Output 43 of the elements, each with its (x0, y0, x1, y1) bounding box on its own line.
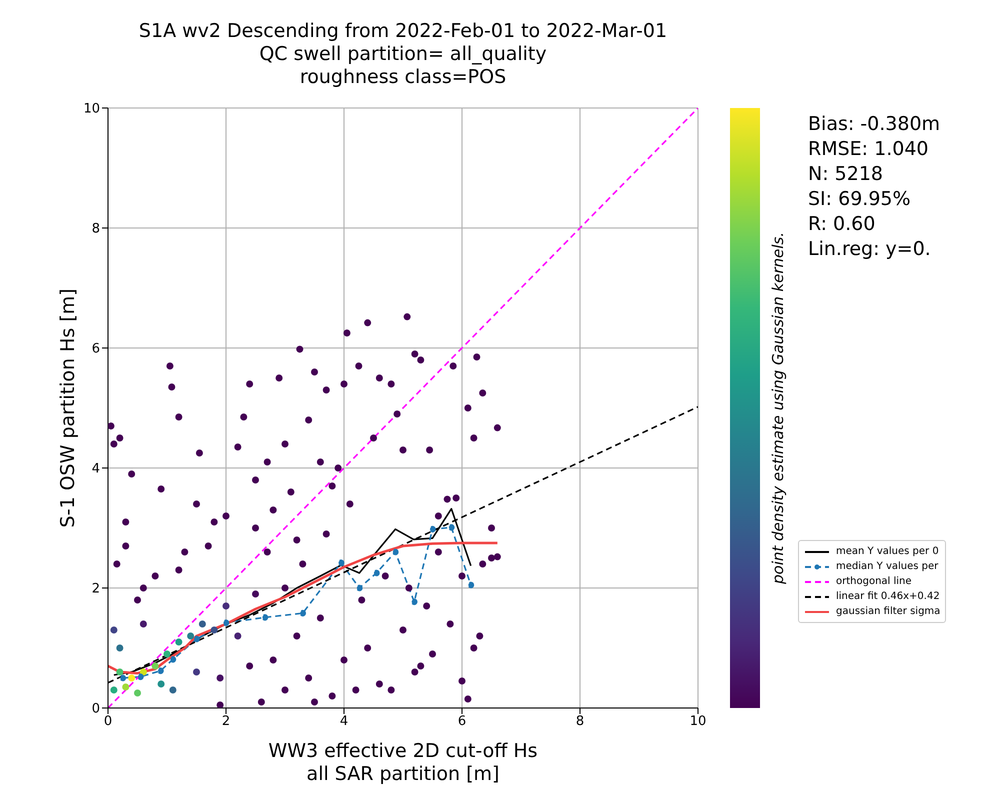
point (448, 524, 455, 531)
x-tick-label: 6 (458, 714, 466, 730)
color-bar-title: point density estimate using Gaussian kernels. (769, 232, 787, 584)
y-tick-label: 8 (92, 222, 100, 237)
point (468, 582, 474, 588)
y-tick-label: 2 (92, 582, 100, 597)
point (262, 614, 268, 621)
point (170, 656, 176, 663)
legend-label: linear fit 0.46x+0.42 (836, 591, 940, 602)
text: SI: 69.95% (808, 187, 912, 212)
point (429, 526, 436, 532)
y-axis-title: S-1 OSW partition Hs [m] (57, 288, 79, 528)
chart-title: S1A wv2 Descending from 2022-Feb-01 to 2022-Mar-01 QC swell partition= all_quality roughness class=POS (138, 20, 668, 89)
legend-label: median Y values per (836, 561, 938, 572)
point (356, 584, 363, 592)
x-axis-title: WW3 effective 2D cut-off Hs all SAR partition [m] (267, 740, 539, 786)
text: Bias: -0.380m (808, 112, 940, 137)
y-tick-label: 10 (83, 102, 100, 117)
legend-label: orthogonal line (836, 576, 912, 587)
x-tick-label: 0 (104, 714, 112, 730)
text: RMSE: 1.040 (808, 137, 930, 162)
text: Lin.reg: y=0. (808, 237, 932, 262)
point (373, 570, 380, 576)
point (193, 636, 200, 642)
x-tick-label: 2 (222, 714, 230, 730)
point (392, 548, 399, 556)
point (222, 620, 230, 626)
y-tick-label: 4 (92, 462, 100, 477)
point (338, 560, 344, 566)
x-tick-label: 8 (576, 714, 584, 730)
legend-label: mean Y values per 0 (836, 546, 939, 557)
point (410, 598, 418, 606)
y-tick-label: 0 (92, 702, 100, 717)
point (299, 610, 306, 616)
x-tick-label: 10 (690, 714, 706, 730)
point (157, 668, 164, 674)
x-tick-label: 4 (340, 714, 348, 730)
point (119, 674, 126, 682)
point (137, 674, 144, 680)
legend-label: gaussian filter sigma (836, 606, 940, 617)
y-tick-label: 6 (92, 342, 100, 357)
text: R: 0.60 (808, 212, 876, 237)
text: N: 5218 (808, 162, 884, 187)
